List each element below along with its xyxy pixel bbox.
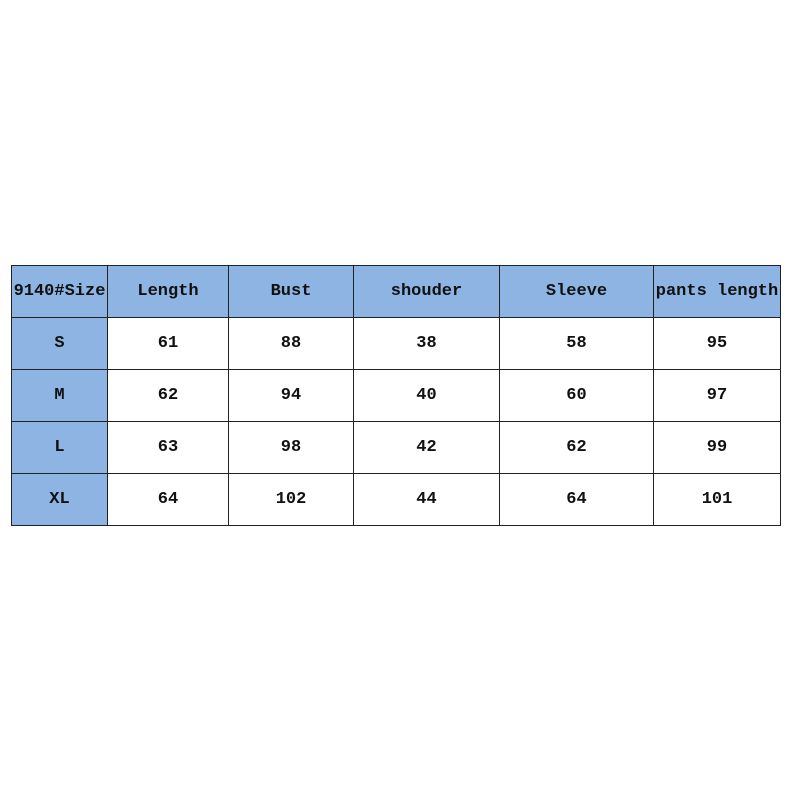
table-cell: 62: [107, 369, 229, 422]
size-label-cell: L: [11, 421, 108, 474]
size-chart-table: 9140#Size Length Bust shouder Sleeve pan…: [11, 265, 781, 526]
table-cell: 62: [499, 421, 654, 474]
table-cell: 44: [353, 473, 500, 526]
size-label-cell: M: [11, 369, 108, 422]
table-cell: 60: [499, 369, 654, 422]
table-cell: 95: [653, 317, 781, 370]
header-cell: Sleeve: [499, 265, 654, 318]
table-cell: 98: [228, 421, 354, 474]
header-cell: pants length: [653, 265, 781, 318]
table-row: M 62 94 40 60 97: [11, 369, 781, 422]
table-cell: 61: [107, 317, 229, 370]
table-cell: 58: [499, 317, 654, 370]
table-cell: 88: [228, 317, 354, 370]
table-cell: 64: [107, 473, 229, 526]
table-row: L 63 98 42 62 99: [11, 421, 781, 474]
table-cell: 40: [353, 369, 500, 422]
header-cell: 9140#Size: [11, 265, 108, 318]
size-label-cell: XL: [11, 473, 108, 526]
table-row: XL 64 102 44 64 101: [11, 473, 781, 526]
table-cell: 64: [499, 473, 654, 526]
table-cell: 99: [653, 421, 781, 474]
size-label-cell: S: [11, 317, 108, 370]
table-row: S 61 88 38 58 95: [11, 317, 781, 370]
table-cell: 97: [653, 369, 781, 422]
table-cell: 94: [228, 369, 354, 422]
table-cell: 102: [228, 473, 354, 526]
table-cell: 42: [353, 421, 500, 474]
header-cell: Bust: [228, 265, 354, 318]
header-cell: shouder: [353, 265, 500, 318]
table-cell: 101: [653, 473, 781, 526]
header-cell: Length: [107, 265, 229, 318]
table-cell: 63: [107, 421, 229, 474]
table-cell: 38: [353, 317, 500, 370]
header-row: 9140#Size Length Bust shouder Sleeve pan…: [11, 265, 781, 318]
